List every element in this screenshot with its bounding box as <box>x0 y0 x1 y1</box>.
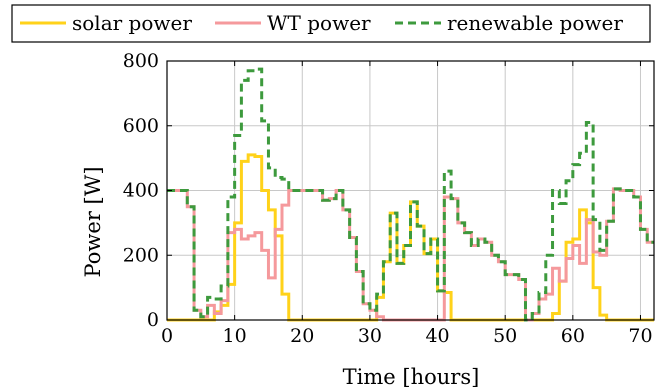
x-tick-label: 10 <box>223 325 247 347</box>
x-tick-labels: 0 10 20 30 40 50 60 70 <box>161 325 653 347</box>
x-tick-label: 40 <box>425 325 449 347</box>
axes <box>166 60 655 321</box>
x-tick-label: 30 <box>358 325 382 347</box>
x-tick-label: 20 <box>290 325 314 347</box>
legend-frame <box>11 4 651 43</box>
y-tick-label: 0 <box>147 309 159 331</box>
x-tick-label: 70 <box>628 325 652 347</box>
y-tick-label: 600 <box>123 115 159 137</box>
x-axis-title: Time [hours] <box>343 365 480 389</box>
y-tick-labels: 0 200 400 600 800 <box>123 50 159 331</box>
y-tick-label: 200 <box>123 244 159 266</box>
x-tick-label: 60 <box>561 325 585 347</box>
x-tick-label: 0 <box>161 325 173 347</box>
y-tick-label: 400 <box>123 180 159 202</box>
y-tick-label: 800 <box>123 50 159 72</box>
series-line-renewable <box>167 67 654 322</box>
legend: solar power WT power renewable power <box>11 4 651 43</box>
series-layer <box>167 67 654 322</box>
legend-label-solar: solar power <box>72 11 192 35</box>
x-tick-label: 50 <box>493 325 517 347</box>
y-axis-title-text: Power [W] <box>81 166 105 277</box>
legend-label-renewable: renewable power <box>447 11 623 35</box>
y-axis-title: Power [W] <box>81 166 105 277</box>
legend-label-wt: WT power <box>267 11 371 35</box>
